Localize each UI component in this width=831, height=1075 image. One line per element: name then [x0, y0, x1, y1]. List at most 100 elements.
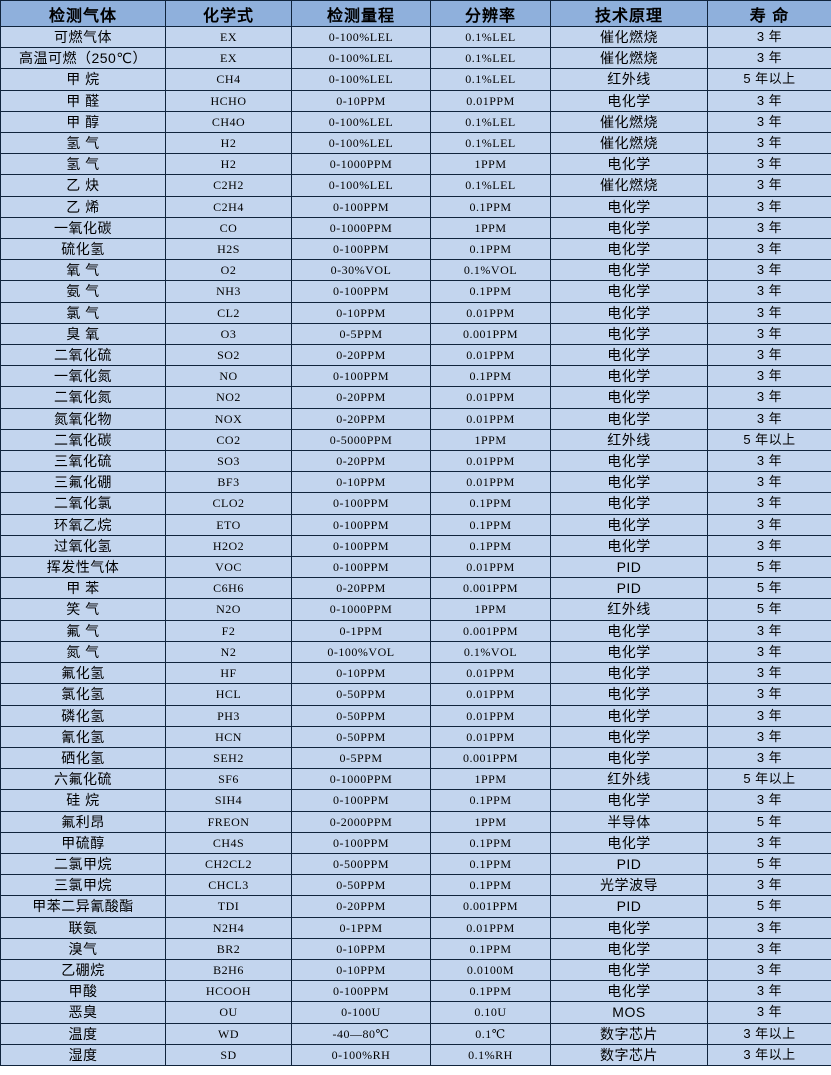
- cell-gas: 高温可燃（250℃）: [0, 47, 166, 70]
- table-row: 二氧化氯 CLO2 0-100PPM 0.1PPM 电化学 3 年: [0, 492, 831, 515]
- cell-formula: H2O2: [165, 534, 292, 558]
- cell-range: 0-100PPM: [291, 534, 431, 558]
- cell-formula: HCOOH: [165, 980, 292, 1003]
- cell-gas: 一氧化碳: [0, 216, 166, 240]
- cell-formula: WD: [165, 1022, 292, 1045]
- cell-technology: 红外线: [550, 68, 708, 91]
- cell-range: 0-100PPM: [291, 280, 431, 303]
- table-row: 恶臭 OU 0-100U 0.10U MOS 3 年: [0, 1001, 831, 1024]
- cell-resolution: 0.1%LEL: [430, 174, 551, 197]
- table-row: 二氯甲烷 CH2CL2 0-500PPM 0.1PPM PID 5 年: [0, 852, 831, 876]
- cell-lifespan: 3 年: [707, 386, 831, 409]
- cell-gas: 甲苯二异氰酸酯: [0, 895, 166, 918]
- cell-technology: 电化学: [550, 471, 708, 494]
- cell-resolution: 0.01PPM: [430, 916, 551, 939]
- cell-technology: PID: [550, 852, 708, 876]
- cell-technology: 催化燃烧: [550, 47, 708, 70]
- cell-gas: 甲硫醇: [0, 831, 166, 854]
- cell-resolution: 0.01PPM: [430, 301, 551, 324]
- cell-range: 0-1PPM: [291, 916, 431, 939]
- table-row: 氟化氢 HF 0-10PPM 0.01PPM 电化学 3 年: [0, 662, 831, 685]
- cell-lifespan: 3 年: [707, 450, 831, 473]
- table-row: 乙硼烷 B2H6 0-10PPM 0.0100M 电化学 3 年: [0, 958, 831, 982]
- cell-technology: 电化学: [550, 216, 708, 240]
- cell-gas: 二氧化氮: [0, 386, 166, 409]
- cell-gas: 三氧化硫: [0, 450, 166, 473]
- cell-technology: 电化学: [550, 259, 708, 282]
- table-row: 硅 烷 SIH4 0-100PPM 0.1PPM 电化学 3 年: [0, 789, 831, 812]
- cell-formula: TDI: [165, 895, 292, 918]
- cell-resolution: 0.1%RH: [430, 1043, 551, 1066]
- cell-resolution: 0.1PPM: [430, 937, 551, 960]
- column-header-gas: 检测气体: [0, 0, 166, 27]
- cell-range: 0-50PPM: [291, 704, 431, 727]
- cell-gas: 二氧化碳: [0, 428, 166, 452]
- cell-range: 0-20PPM: [291, 386, 431, 409]
- cell-gas: 氢 气: [0, 153, 166, 176]
- cell-technology: 电化学: [550, 407, 708, 430]
- cell-formula: SIH4: [165, 789, 292, 812]
- cell-lifespan: 3 年: [707, 746, 831, 770]
- cell-gas: 氟 气: [0, 619, 166, 642]
- cell-range: 0-100PPM: [291, 365, 431, 388]
- cell-range: 0-50PPM: [291, 683, 431, 706]
- cell-lifespan: 5 年: [707, 556, 831, 579]
- cell-formula: ETO: [165, 513, 292, 536]
- cell-technology: 电化学: [550, 704, 708, 727]
- cell-resolution: 0.1%LEL: [430, 110, 551, 134]
- cell-lifespan: 3 年: [707, 683, 831, 706]
- cell-resolution: 1PPM: [430, 153, 551, 176]
- cell-resolution: 0.1%LEL: [430, 132, 551, 155]
- cell-technology: 电化学: [550, 280, 708, 303]
- cell-formula: FREON: [165, 810, 292, 833]
- cell-formula: C6H6: [165, 577, 292, 600]
- cell-lifespan: 3 年: [707, 25, 831, 49]
- cell-gas: 挥发性气体: [0, 556, 166, 579]
- cell-technology: 电化学: [550, 238, 708, 261]
- cell-range: 0-1000PPM: [291, 598, 431, 621]
- cell-range: 0-2000PPM: [291, 810, 431, 833]
- cell-lifespan: 3 年: [707, 958, 831, 982]
- table-header: 检测气体 化学式 检测量程 分辨率 技术原理 寿 命: [0, 0, 831, 27]
- cell-lifespan: 3 年: [707, 110, 831, 134]
- cell-formula: OU: [165, 1001, 292, 1024]
- table-row: 二氧化碳 CO2 0-5000PPM 1PPM 红外线 5 年以上: [0, 428, 831, 452]
- cell-gas: 磷化氢: [0, 704, 166, 727]
- cell-formula: CL2: [165, 301, 292, 324]
- column-header-range: 检测量程: [291, 0, 431, 27]
- cell-formula: NO: [165, 365, 292, 388]
- cell-lifespan: 3 年: [707, 640, 831, 664]
- cell-range: 0-20PPM: [291, 344, 431, 367]
- cell-technology: 电化学: [550, 195, 708, 218]
- table-row: 氯 气 CL2 0-10PPM 0.01PPM 电化学 3 年: [0, 301, 831, 324]
- cell-technology: 电化学: [550, 683, 708, 706]
- cell-technology: 电化学: [550, 746, 708, 770]
- cell-technology: 数字芯片: [550, 1043, 708, 1066]
- cell-lifespan: 3 年: [707, 322, 831, 346]
- table-row: 甲 醛 HCHO 0-10PPM 0.01PPM 电化学 3 年: [0, 89, 831, 112]
- cell-resolution: 0.1PPM: [430, 852, 551, 876]
- table-row: 氟 气 F2 0-1PPM 0.001PPM 电化学 3 年: [0, 619, 831, 642]
- cell-formula: CO: [165, 216, 292, 240]
- cell-lifespan: 3 年: [707, 513, 831, 536]
- cell-technology: PID: [550, 895, 708, 918]
- table-row: 硒化氢 SEH2 0-5PPM 0.001PPM 电化学 3 年: [0, 746, 831, 770]
- cell-resolution: 0.01PPM: [430, 344, 551, 367]
- cell-resolution: 0.1PPM: [430, 513, 551, 536]
- cell-range: 0-100PPM: [291, 513, 431, 536]
- cell-lifespan: 3 年: [707, 937, 831, 960]
- cell-resolution: 0.1%LEL: [430, 47, 551, 70]
- cell-gas: 湿度: [0, 1043, 166, 1066]
- cell-formula: F2: [165, 619, 292, 642]
- cell-range: -40—80℃: [291, 1022, 431, 1045]
- cell-resolution: 0.1%VOL: [430, 640, 551, 664]
- cell-gas: 甲 醛: [0, 89, 166, 112]
- cell-lifespan: 3 年以上: [707, 1022, 831, 1045]
- cell-resolution: 0.1%LEL: [430, 25, 551, 49]
- cell-lifespan: 5 年以上: [707, 768, 831, 791]
- cell-technology: 电化学: [550, 89, 708, 112]
- cell-gas: 过氧化氢: [0, 534, 166, 558]
- column-header-lifespan: 寿 命: [707, 0, 831, 27]
- table-row: 乙 炔 C2H2 0-100%LEL 0.1%LEL 催化燃烧 3 年: [0, 174, 831, 197]
- table-row: 联氨 N2H4 0-1PPM 0.01PPM 电化学 3 年: [0, 916, 831, 939]
